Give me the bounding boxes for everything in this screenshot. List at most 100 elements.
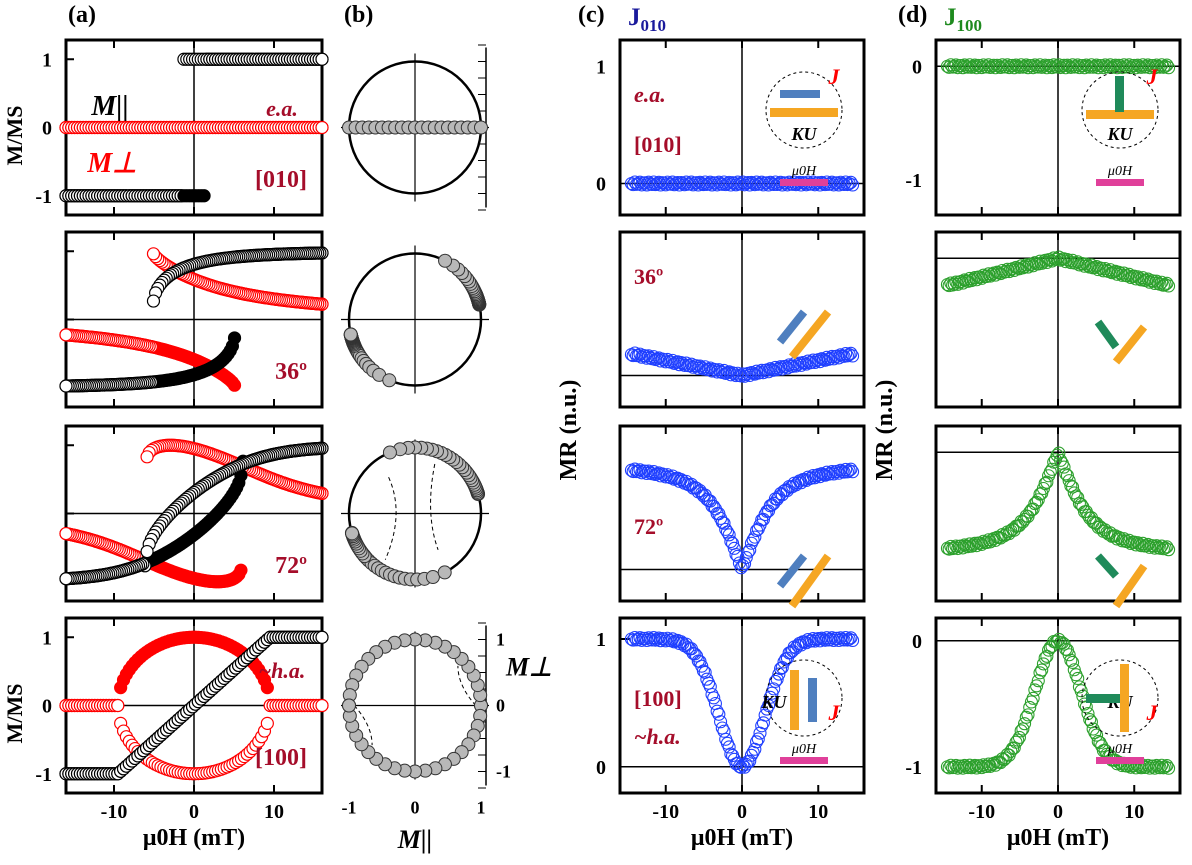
angle-label: 36º [275,359,307,385]
data-point-trajectory [425,570,440,585]
current-arrow [1094,319,1120,350]
panel-b-row-2 [341,439,489,588]
x-tick-label-b: 0 [411,798,420,818]
label-hard-axis: ~h.a. [259,658,306,683]
panel-d-row-1 [934,230,1182,409]
anisotropy-arrow [1112,324,1148,365]
x-tick-label-a: -10 [101,801,128,823]
panel-d-row-0: 0 -1 μ0H J KU [905,38,1182,217]
angle-label: [010] [255,167,307,193]
y-tick-label: 1 [596,56,606,78]
current-arrow [776,553,808,589]
y-tick-label: 0 [912,631,922,653]
j-label: J [828,64,841,89]
x-tick-label-a: 0 [189,801,199,823]
ku-label: KU [760,692,787,712]
panel-d-row-2 [934,424,1182,609]
label-easy-axis: e.a. [266,96,298,121]
label-m-perp: M⊥ [86,148,136,179]
y-tick-label: 0 [42,696,52,718]
field-label: μ0H [1107,164,1133,179]
y-tick-label-b: 0 [496,696,505,716]
row-label: ~h.a. [634,724,681,749]
data-point-m-par [315,630,329,644]
panel-a-row-2: 72º [59,424,329,603]
x-tick-label-b: 1 [477,798,486,818]
panel-label-a: (a) [68,2,96,28]
panel-c-row-0: 1 0 e.a. [010] μ0H J KU [596,38,866,217]
data-point-m-perp [315,120,329,135]
x-tick-label-a: 10 [264,801,284,823]
y-tick-label: 1 [42,627,52,649]
y-tick-label: 0 [596,174,606,196]
y-tick-label: 1 [596,629,606,651]
j-label: J [828,700,841,725]
x-tick-label-b: -1 [342,798,357,818]
dashed-trajectory [430,463,439,550]
y-tick-label: -1 [905,757,922,779]
data-point-trajectory [342,698,356,713]
panel-b-row-3: -1 0 1 1 0 -1 M⊥ [341,622,552,818]
panel-c-row-2: 72º [618,424,866,609]
data-point-m-par [59,572,73,586]
y-tick-label-b: 1 [496,630,505,650]
panel-c-row-3: 1 0 [100] ~h.a. μ0H J KU [596,616,866,795]
data-point-mr [756,716,770,730]
anisotropy-arrow [770,108,838,117]
current-label-d: J100 [944,4,982,35]
data-point-trajectory [474,120,488,135]
y-tick-label: -1 [35,186,52,208]
y-axis-label: M/MS [2,684,27,744]
current-arrow [780,90,820,98]
panel-c-row-1: 36º [618,230,866,409]
data-point-m-perp [140,450,154,464]
data-point-m-perp [59,526,73,541]
y-tick-label: 0 [596,757,606,779]
ku-label: KU [1106,124,1133,144]
field-arrow [1096,757,1144,764]
data-point-m-perp [59,328,73,342]
x-tick-label-c: -10 [652,801,679,823]
data-point-m-perp [111,698,125,713]
ku-label: KU [790,124,817,144]
data-point-m-par [140,544,154,559]
x-axis-label-d: μ0H (mT) [1007,825,1109,851]
x-tick-label-d: 0 [1053,801,1063,823]
data-point-mr [703,680,717,694]
data-point-m-par [146,294,161,308]
data-point-trajectory [437,565,452,580]
current-arrow [808,678,817,722]
field-label: μ0H [791,164,817,179]
data-point-m-perp [315,698,329,713]
panel-label-c: (c) [578,2,605,28]
data-point-trajectory [382,373,397,388]
data-point-mr [712,707,726,721]
x-tick-label-c: 10 [808,801,828,823]
dashed-trajectory [384,476,397,560]
data-point-trajectory [343,327,358,342]
row-label: [100] [634,686,682,711]
data-point-trajectory [382,445,397,460]
current-label-c: J010 [628,4,666,35]
j-label: J [1146,700,1159,725]
y-tick-label-b: -1 [496,762,511,782]
row-label: 36º [634,264,663,289]
angle-label: [100] [255,745,307,771]
panel-b-row-0 [341,44,489,211]
row-label: 72º [634,514,663,539]
current-arrow [776,309,808,345]
data-point-m-perp [146,247,161,261]
data-point-m-perp [227,378,242,392]
y-axis-label: M/MS [2,106,27,166]
data-point-m-par [315,52,329,66]
data-point-m-par [197,189,211,203]
current-arrow [1095,553,1119,579]
x-tick-label-d: -10 [968,801,995,823]
data-point-m-par [227,331,242,345]
field-arrow [780,757,828,764]
x-axis-label-c: μ0H (mT) [691,825,793,851]
current-arrow [1115,76,1124,112]
data-point-m-perp [234,563,248,577]
current-arrow [1086,694,1122,703]
